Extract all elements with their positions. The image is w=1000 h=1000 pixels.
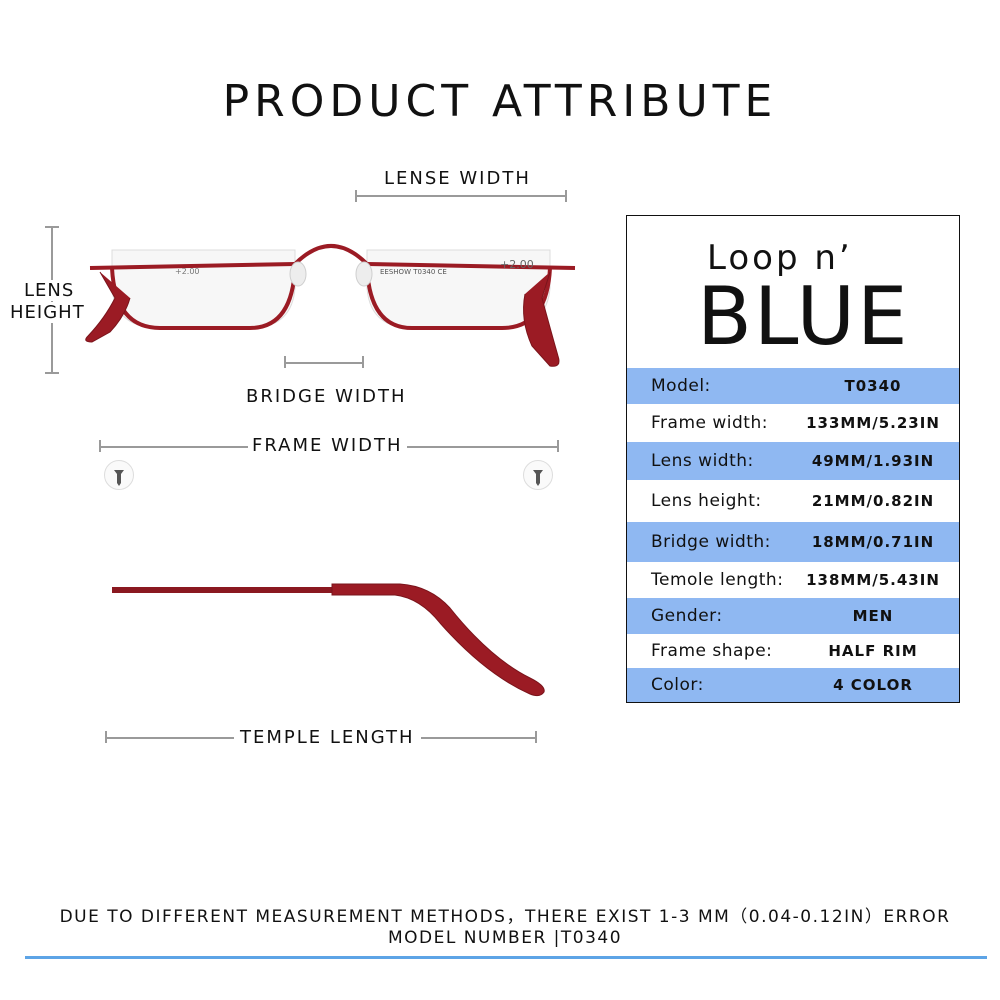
brand-line-1: Loop n’: [707, 238, 853, 278]
lens-height-tick-bottom: [45, 372, 59, 374]
spec-value: 133MM/5.23IN: [806, 414, 940, 432]
bridge-width-tick-right: [362, 356, 364, 368]
lense-width-label: LENSE WIDTH: [384, 168, 531, 189]
lens-height-label-1: LENS: [24, 280, 75, 301]
spec-key: Model:: [651, 376, 711, 396]
frame-imprint: EESHOW T0340 CE: [380, 268, 447, 276]
glasses-front-image: +2.00 +2.00 EESHOW T0340 CE: [85, 244, 576, 367]
model-number-line: MODEL NUMBER |T0340: [387, 928, 623, 948]
spec-value: HALF RIM: [828, 642, 918, 660]
temple-length-tick-right: [535, 731, 537, 743]
lens-height-tick-top: [45, 226, 59, 228]
footer-divider: [25, 956, 987, 959]
frame-width-label: FRAME WIDTH: [248, 435, 407, 456]
frame-width-tick-right: [557, 440, 559, 452]
spec-row-frame-width: Frame width: 133MM/5.23IN: [627, 404, 959, 442]
spec-key: Lens height:: [651, 491, 762, 511]
lens-mark-right: +2.00: [500, 258, 534, 271]
spec-key: Color:: [651, 675, 704, 695]
spec-card: Loop n’ BLUE Model: T0340 Frame width: 1…: [626, 215, 960, 703]
spec-row-color: Color: 4 COLOR: [627, 668, 959, 702]
frame-width-tick-left: [99, 440, 101, 452]
spec-value: T0340: [844, 377, 902, 395]
bridge-width-line: [284, 362, 364, 364]
temple-length-tick-left: [105, 731, 107, 743]
bridge-width-tick-left: [284, 356, 286, 368]
spec-row-bridge-width: Bridge width: 18MM/0.71IN: [627, 522, 959, 562]
spec-row-model: Model: T0340: [627, 368, 959, 404]
lense-width-tick-right: [565, 190, 567, 202]
spec-key: Temole length:: [651, 570, 784, 590]
page-title: PRODUCT ATTRIBUTE: [222, 76, 778, 127]
spec-row-frame-shape: Frame shape: HALF RIM: [627, 634, 959, 668]
spec-key: Gender:: [651, 606, 723, 626]
lense-width-line: [355, 195, 567, 197]
spec-key: Lens width:: [651, 451, 754, 471]
lense-width-tick-left: [355, 190, 357, 202]
spec-key: Frame width:: [651, 413, 768, 433]
bridge-width-label: BRIDGE WIDTH: [246, 386, 407, 407]
spec-value: 4 COLOR: [833, 676, 913, 694]
spec-row-lens-width: Lens width: 49MM/1.93IN: [627, 442, 959, 480]
temple-side-image: [112, 583, 545, 697]
spec-value: MEN: [852, 607, 894, 625]
spec-value: 138MM/5.43IN: [806, 571, 940, 589]
screw-left-icon: [104, 460, 134, 490]
spec-key: Frame shape:: [651, 641, 773, 661]
spec-value: 49MM/1.93IN: [811, 452, 935, 470]
spec-value: 18MM/0.71IN: [811, 533, 935, 551]
spec-row-lens-height: Lens height: 21MM/0.82IN: [627, 480, 959, 522]
spec-row-gender: Gender: MEN: [627, 598, 959, 634]
brand-line-2: BLUE: [697, 270, 910, 363]
lens-height-label-2: HEIGHT: [10, 302, 85, 323]
temple-length-label: TEMPLE LENGTH: [234, 727, 421, 748]
spec-value: 21MM/0.82IN: [811, 492, 935, 510]
measurement-disclaimer: DUE TO DIFFERENT MEASUREMENT METHODS，THE…: [59, 907, 951, 927]
screw-right-icon: [523, 460, 553, 490]
spec-row-temple-length: Temole length: 138MM/5.43IN: [627, 562, 959, 598]
lens-mark-left: +2.00: [175, 267, 200, 276]
spec-key: Bridge width:: [651, 532, 771, 552]
